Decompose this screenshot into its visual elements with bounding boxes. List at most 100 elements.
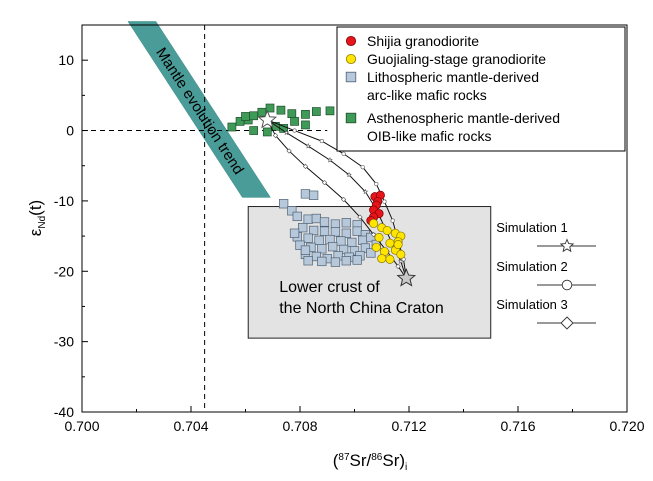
lithospheric-point [336, 236, 346, 246]
legend-label-asthenospheric: Asthenospheric mantle-derived [367, 110, 560, 126]
crust-endmember-star [396, 267, 417, 287]
simulation-legend: Simulation 1 Simulation 2 Simulation 3 [496, 220, 596, 330]
lithospheric-point [319, 226, 330, 236]
lithospheric-point [308, 190, 319, 200]
mixing-curve-marker [374, 181, 379, 187]
asthenospheric-point [257, 107, 267, 117]
legend-marker-asthenospheric [345, 112, 357, 124]
legend-label-shijia: Shijia granodiorite [367, 33, 479, 49]
mixing-curve-marker [272, 132, 279, 139]
y-tick-label: -40 [54, 404, 74, 420]
lithospheric-point [358, 235, 368, 245]
lithospheric-point [314, 235, 324, 245]
guojialing-point [385, 254, 395, 264]
asthenospheric-point [241, 112, 250, 121]
x-tick-label: 0.716 [500, 418, 535, 434]
legend-label2-lithospheric: arc-like mafic rocks [367, 87, 487, 103]
lower-crust-label-line2: the North China Craton [279, 300, 444, 317]
x-title-sup2: 86 [371, 452, 383, 463]
guojialing-point [385, 238, 395, 248]
asthenospheric-point [325, 106, 335, 116]
lithospheric-point [295, 240, 305, 250]
guojialing-point [371, 242, 381, 252]
legend-label2-asthenospheric: OIB-like mafic rocks [367, 128, 491, 144]
mixing-curve-marker [370, 232, 377, 238]
y-tick-label: -30 [54, 334, 74, 350]
lithospheric-point [338, 244, 349, 255]
simulation-label: Simulation 3 [496, 297, 568, 312]
simulation-marker-star [559, 238, 575, 253]
lithospheric-point [289, 228, 300, 238]
simulation-marker-diamond [560, 316, 574, 330]
mixing-curve-marker [395, 263, 401, 269]
legend-marker-guojialing [345, 53, 357, 65]
asthenospheric-point [312, 107, 321, 116]
lithospheric-point [330, 219, 341, 229]
y-tick-label: -20 [54, 263, 74, 279]
x-title-sup1: 87 [338, 452, 350, 463]
mixing-curve-marker [302, 163, 309, 170]
lithospheric-point [360, 243, 371, 253]
x-tick-label: 0.720 [609, 418, 644, 434]
lithospheric-point [352, 255, 362, 265]
lithospheric-point [287, 206, 297, 216]
lithospheric-point [341, 256, 351, 266]
lower-crust-label-line1: Lower crust of [279, 279, 380, 296]
x-axis-ticks: 0.700 0.704 0.708 0.712 0.716 0.720 [64, 406, 645, 434]
lithospheric-point [341, 228, 351, 238]
y-tick-label: -10 [54, 193, 74, 209]
lithospheric-point [292, 211, 302, 222]
y-axis-ticks: -40 -30 -20 -10 0 10 [54, 52, 88, 420]
asthenospheric-point [290, 117, 299, 126]
mixing-curve-marker [390, 218, 395, 223]
legend-label-guojialing: Guojialing-stage granodiorite [367, 51, 546, 67]
guojialing-point [377, 254, 387, 264]
lithospheric-point [317, 256, 327, 267]
lithospheric-point [303, 214, 313, 224]
guojialing-point [369, 218, 379, 228]
y-title-main: ε [26, 228, 45, 236]
x-title-close: Sr) [382, 451, 405, 470]
mixing-curve-marker [357, 214, 363, 220]
foreground-series-layer [366, 190, 406, 264]
lithospheric-point [300, 189, 311, 199]
lithospheric-point [279, 199, 289, 209]
asthenospheric-point [301, 120, 310, 130]
mantle-evolution-band [127, 21, 271, 198]
x-axis-title: (87Sr/86Sr)i [333, 451, 408, 473]
asthenospheric-point [249, 126, 259, 135]
lithospheric-point [349, 246, 360, 256]
lithospheric-point [317, 244, 327, 254]
lower-crust-box [247, 206, 492, 339]
y-axis-title: εNd(t) [26, 200, 48, 236]
lithospheric-point [311, 213, 321, 224]
y-tick-label: 0 [66, 123, 74, 139]
mixing-curve-marker [283, 129, 290, 136]
mixing-curve-marker [319, 139, 324, 144]
legend-items: Shijia granodiorite Guojialing-stage gran… [345, 33, 560, 144]
lithospheric-point [330, 257, 341, 267]
mixing-curve-marker [341, 151, 346, 156]
endmember-layer [257, 109, 417, 287]
mixing-curve-marker [362, 188, 369, 195]
asthenospheric-point [265, 103, 275, 113]
y-title-sub: Nd [37, 216, 48, 229]
y-title-tail: (t) [26, 200, 45, 216]
lithospheric-point [330, 227, 341, 237]
lithospheric-point [347, 237, 357, 248]
mantle-endmember-star [257, 109, 278, 129]
asthenospheric-point [287, 109, 297, 119]
simulation-label: Simulation 1 [496, 220, 568, 235]
lithospheric-point [319, 217, 330, 227]
guojialing-point [374, 232, 384, 243]
lithospheric-point [366, 248, 376, 258]
lithospheric-point [300, 245, 311, 255]
mixing-curve-marker [360, 165, 365, 170]
lithospheric-point [352, 226, 362, 236]
legend-label-lithospheric: Lithospheric mantle-derived [367, 69, 539, 85]
lithospheric-point [308, 225, 319, 236]
mixing-curve-marker [292, 128, 297, 133]
lithospheric-point [298, 222, 308, 233]
x-tick-label: 0.712 [391, 418, 426, 434]
asthenospheric-point [262, 127, 272, 137]
